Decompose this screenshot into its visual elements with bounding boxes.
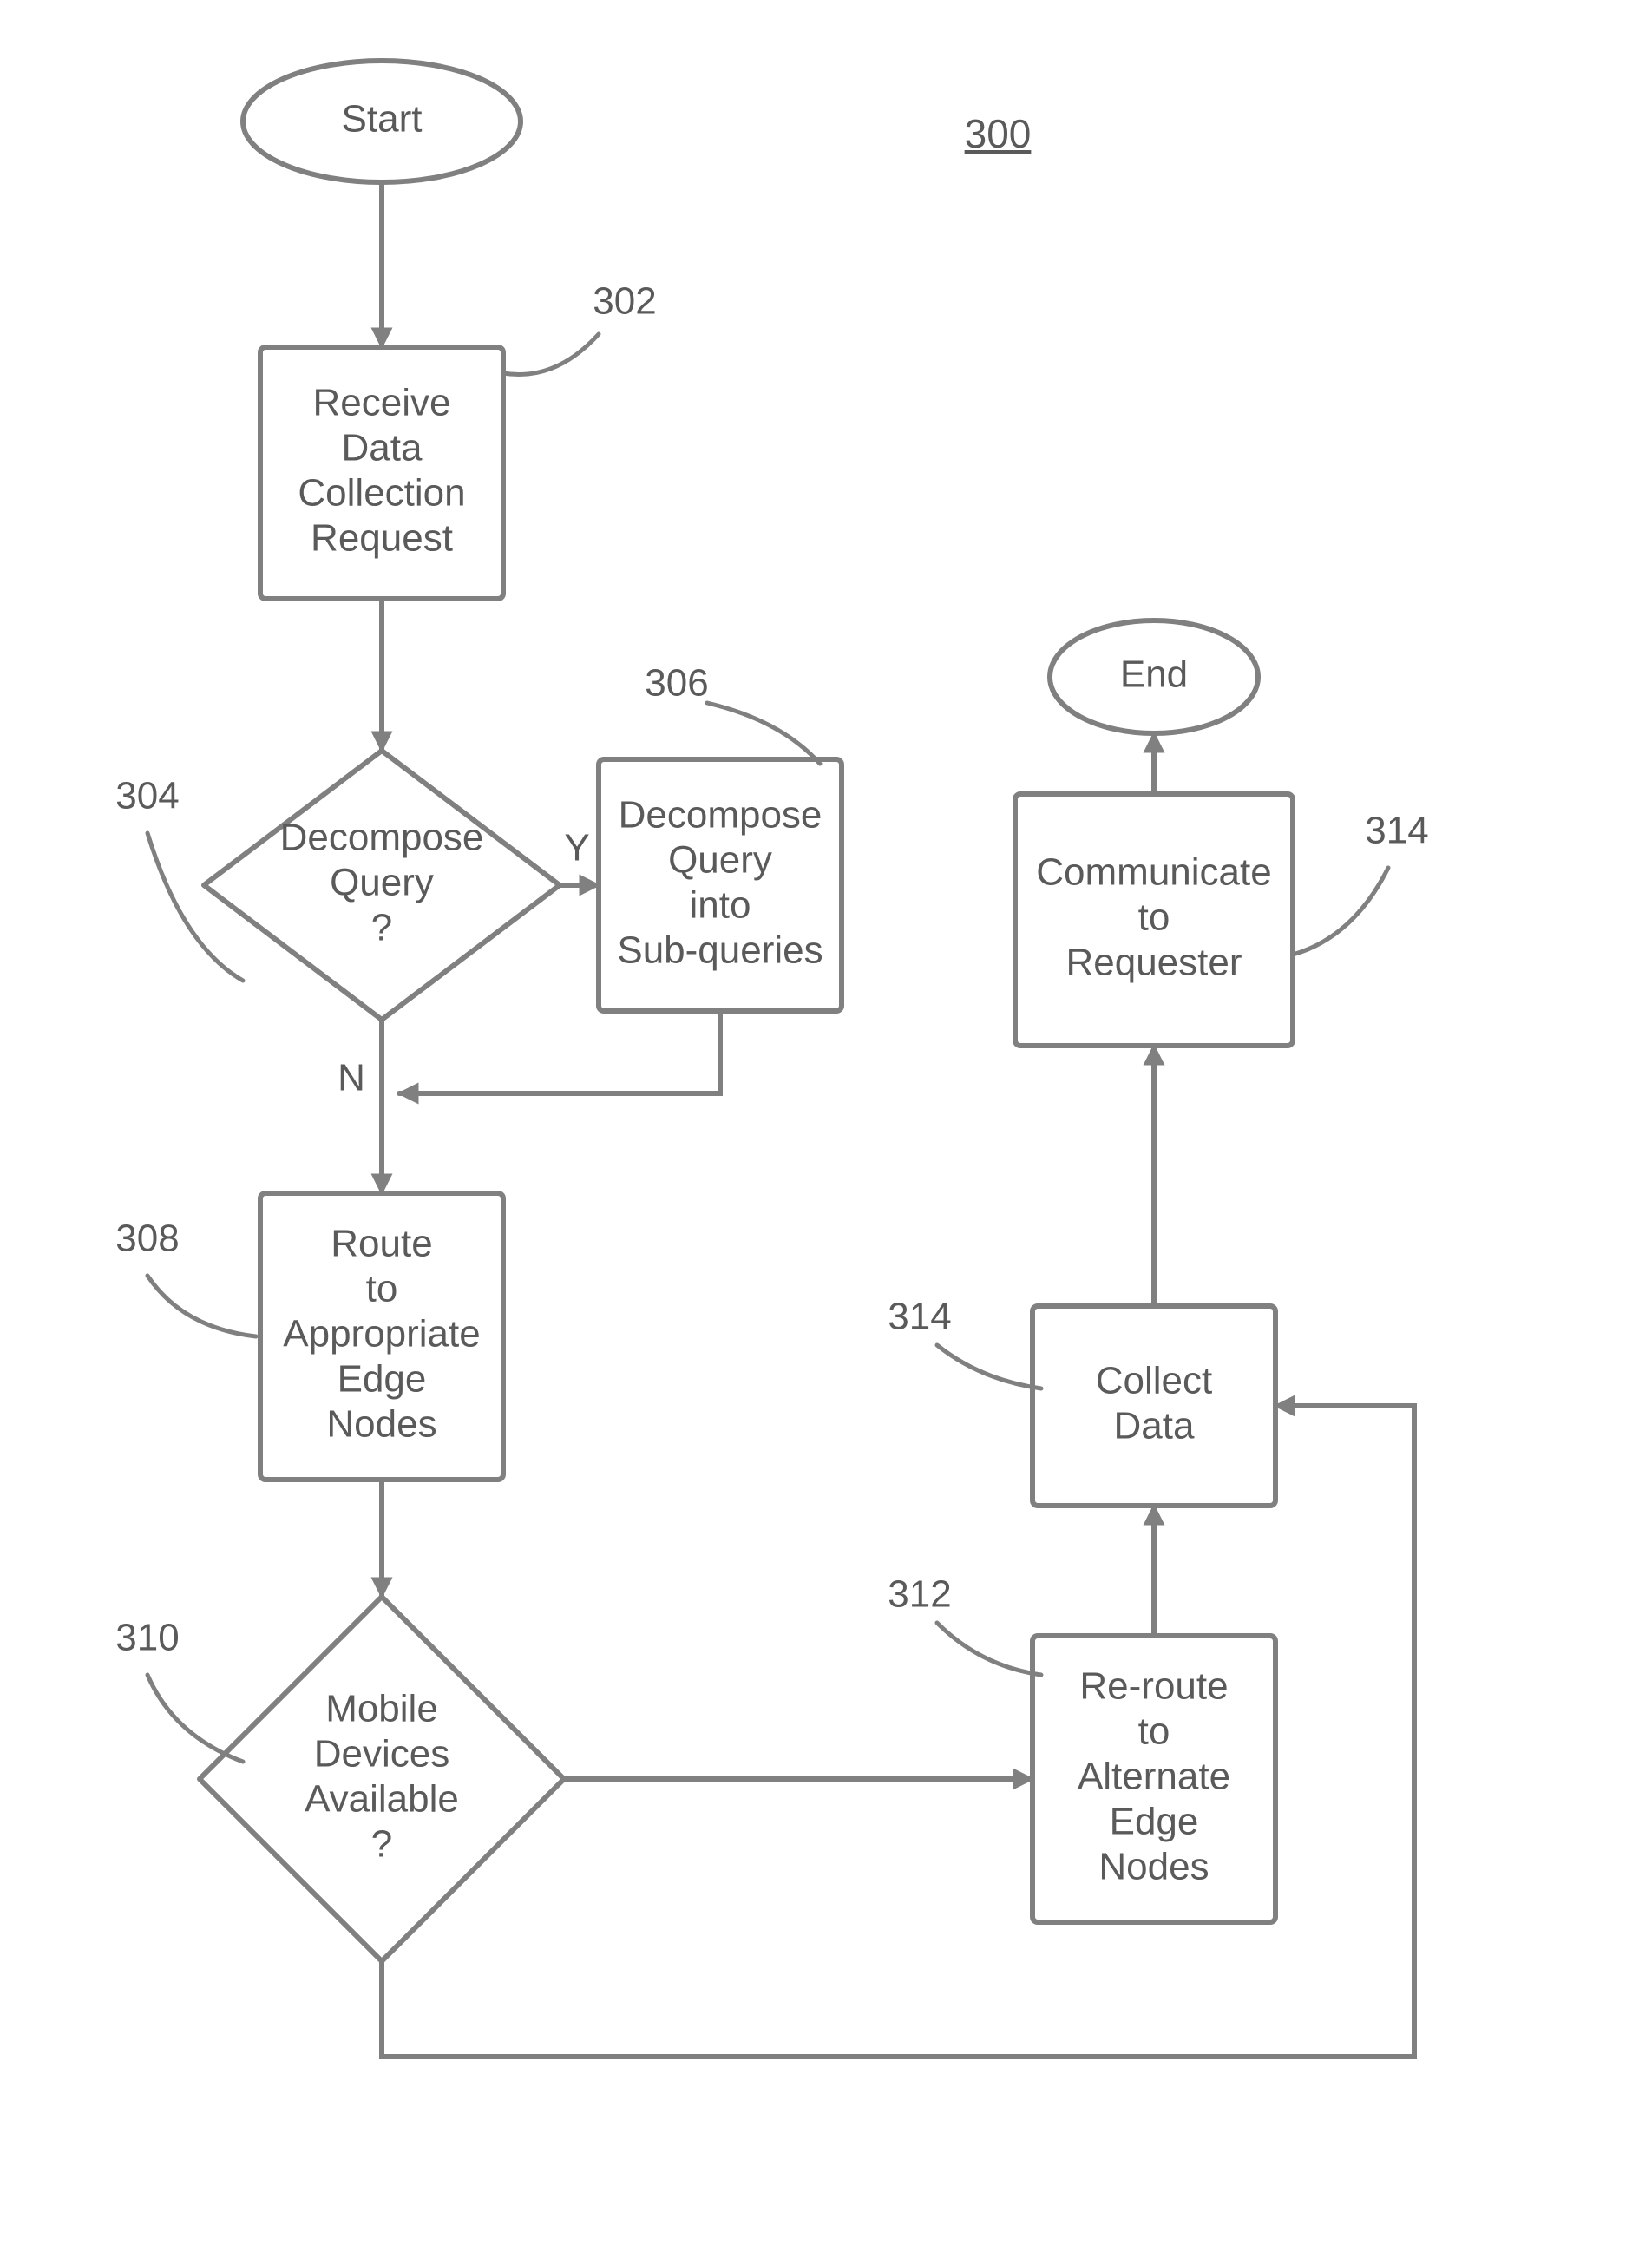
process-n306-label: into bbox=[690, 884, 751, 927]
callout-312-label: 312 bbox=[888, 1573, 951, 1616]
figure-number: 300 bbox=[965, 111, 1032, 156]
process-n316-label: to bbox=[1138, 896, 1170, 939]
callout-302-label: 302 bbox=[593, 280, 656, 323]
callout-310-label: 310 bbox=[115, 1617, 179, 1659]
process-n308-label: Appropriate bbox=[283, 1313, 480, 1356]
process-n312-label: Re-route bbox=[1079, 1665, 1228, 1708]
decision-n310-label: Available bbox=[305, 1778, 459, 1821]
process-n312-label: Alternate bbox=[1078, 1756, 1230, 1798]
callout-308-label: 308 bbox=[115, 1218, 179, 1260]
decision-n304-label: ? bbox=[371, 907, 392, 949]
process-n308-label: Route bbox=[331, 1223, 432, 1265]
process-n316-label: Requester bbox=[1065, 942, 1242, 984]
edge-3 bbox=[399, 1011, 720, 1093]
flowchart-canvas: StartEndReceiveDataCollectionRequestDeco… bbox=[0, 0, 1652, 2245]
process-n302-label: Collection bbox=[298, 472, 465, 515]
decision-n310-label: ? bbox=[371, 1823, 392, 1866]
terminator-end-label: End bbox=[1120, 653, 1188, 696]
process-n314-label: Collect bbox=[1096, 1360, 1213, 1402]
callout-312-leader bbox=[937, 1623, 1041, 1675]
process-n302-label: Data bbox=[342, 427, 423, 469]
process-n312-label: to bbox=[1138, 1710, 1170, 1753]
process-n302-label: Receive bbox=[313, 382, 451, 424]
callout-306-leader bbox=[707, 703, 820, 764]
callout-314-leader bbox=[1293, 868, 1388, 955]
edge-2-label: Y bbox=[564, 827, 589, 870]
callout-314-label: 314 bbox=[888, 1296, 951, 1338]
callout-304-label: 304 bbox=[115, 775, 179, 817]
terminator-start-label: Start bbox=[342, 98, 423, 141]
process-n312-label: Edge bbox=[1110, 1801, 1199, 1843]
process-n314-label: Data bbox=[1114, 1405, 1195, 1447]
callout-302-leader bbox=[503, 334, 599, 375]
decision-n310-label: Devices bbox=[314, 1733, 450, 1776]
process-n306-label: Decompose bbox=[619, 794, 823, 837]
callout-306-label: 306 bbox=[645, 662, 708, 705]
process-n308-label: to bbox=[366, 1268, 398, 1310]
callout-314-leader bbox=[937, 1345, 1041, 1388]
edge-4-label: N bbox=[338, 1057, 365, 1100]
decision-n304-label: Query bbox=[330, 862, 434, 904]
decision-n310-label: Mobile bbox=[325, 1688, 438, 1730]
process-n306-label: Sub-queries bbox=[617, 929, 823, 972]
callout-308-leader bbox=[148, 1276, 256, 1336]
process-n306-label: Query bbox=[668, 839, 772, 882]
process-n308-label: Edge bbox=[338, 1358, 427, 1401]
process-n316-label: Communicate bbox=[1036, 851, 1271, 894]
process-n312-label: Nodes bbox=[1098, 1846, 1209, 1888]
process-n302-label: Request bbox=[311, 517, 453, 560]
process-n308-label: Nodes bbox=[326, 1403, 436, 1446]
decision-n304-label: Decompose bbox=[280, 817, 484, 859]
callout-314-label: 314 bbox=[1365, 810, 1428, 852]
